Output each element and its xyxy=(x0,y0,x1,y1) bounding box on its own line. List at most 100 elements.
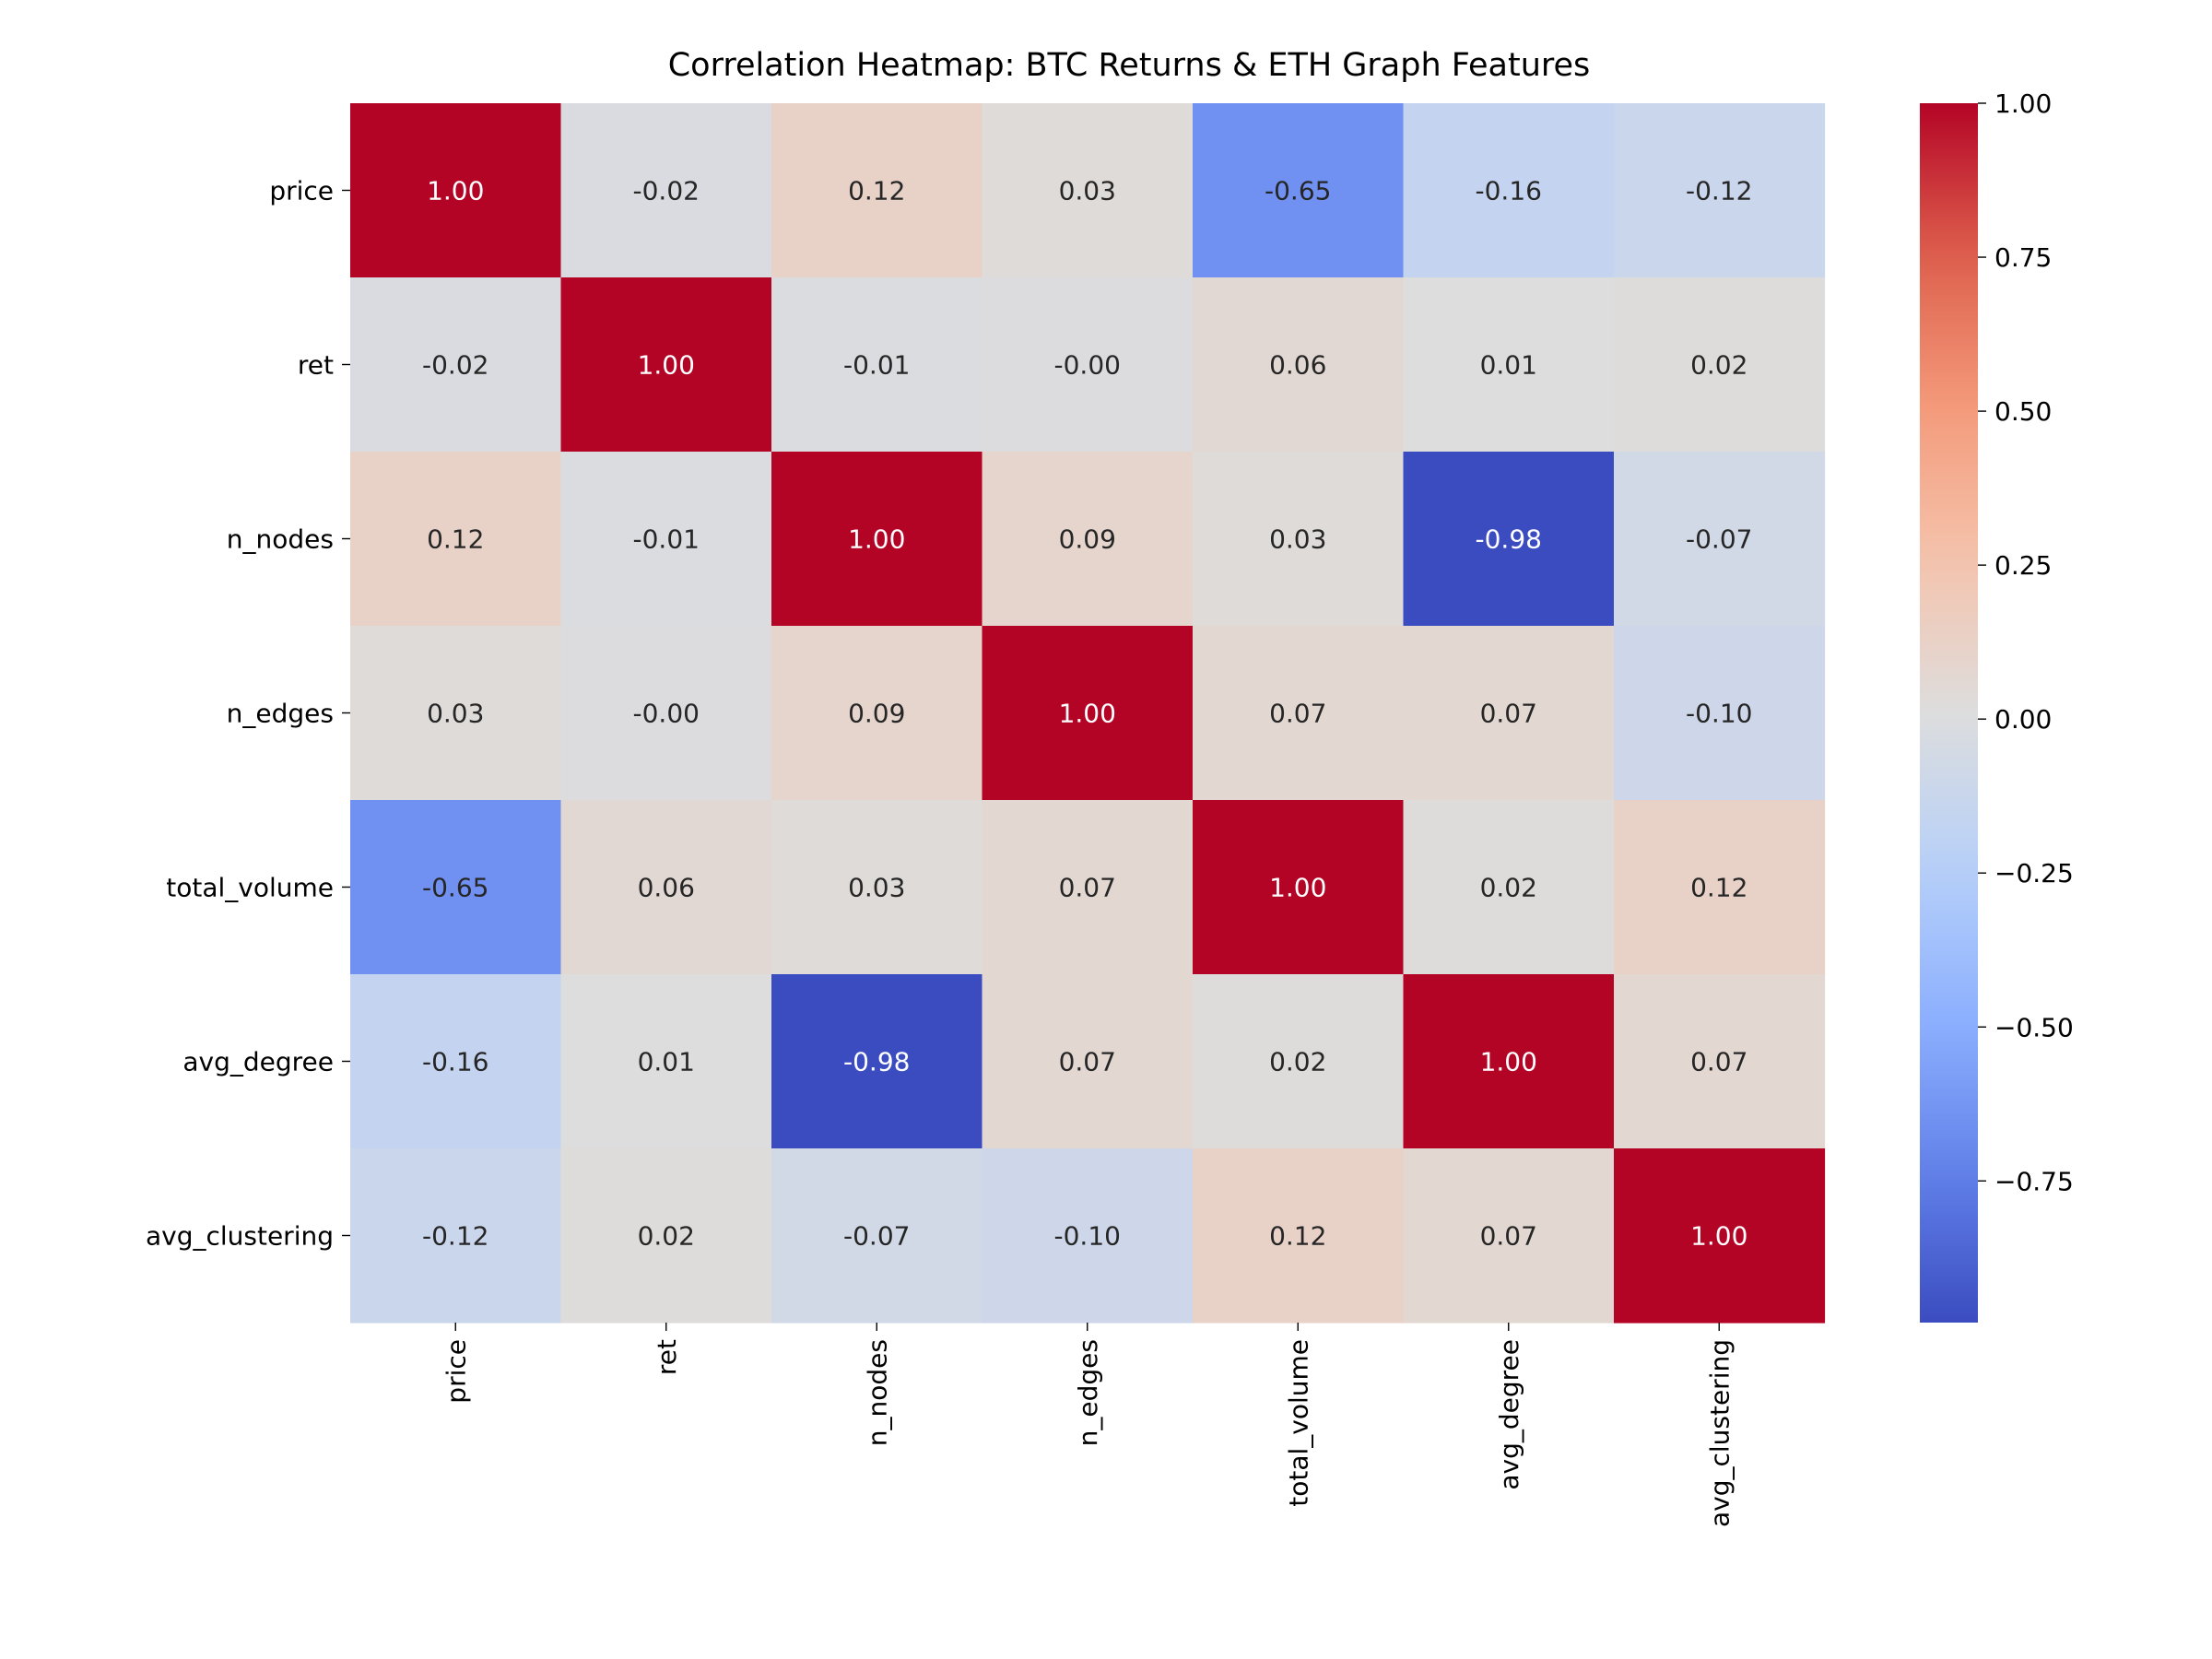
cell-value-label: 0.07 xyxy=(1480,699,1537,729)
cell-value-label: 0.12 xyxy=(1690,873,1747,903)
heatmap-cell xyxy=(350,452,562,627)
heatmap-cell xyxy=(1403,800,1615,975)
heatmap-cell xyxy=(982,452,1194,627)
cell-value-label: 0.09 xyxy=(848,699,905,729)
heatmap-cell xyxy=(1193,103,1405,278)
cell-value-label: -0.10 xyxy=(1054,1221,1121,1252)
cell-value-label: 1.00 xyxy=(1480,1047,1537,1077)
cell-value-label: 0.07 xyxy=(1059,1047,1116,1077)
heatmap-cell xyxy=(1193,1148,1405,1324)
cell-value-label: 0.09 xyxy=(1059,524,1116,555)
cell-value-label: -0.00 xyxy=(633,699,700,729)
cell-value-label: 0.03 xyxy=(427,699,484,729)
heatmap-cell xyxy=(1403,1148,1615,1324)
cell-value-label: -0.01 xyxy=(633,524,700,555)
cell-value-label: 0.07 xyxy=(1690,1047,1747,1077)
heatmap-cell xyxy=(982,1148,1194,1324)
cell-value-label: 1.00 xyxy=(1690,1221,1747,1252)
cell-value-label: -0.00 xyxy=(1054,350,1121,381)
colorbar-tick-label: 0.25 xyxy=(1994,550,2052,581)
cell-value-label: -0.16 xyxy=(1476,176,1542,206)
heatmap-cell xyxy=(560,277,772,453)
colorbar-gradient xyxy=(1920,103,1978,1323)
column-label: total_volume xyxy=(1283,1339,1313,1507)
cell-value-label: 0.02 xyxy=(1480,873,1537,903)
heatmap-cell xyxy=(771,800,983,975)
cell-value-label: -0.07 xyxy=(1686,524,1752,555)
heatmap-cell xyxy=(1193,626,1405,801)
heatmap-cell xyxy=(560,452,772,627)
row-label: ret xyxy=(298,350,334,381)
cell-value-label: -0.02 xyxy=(633,176,700,206)
heatmap-cell xyxy=(771,277,983,453)
cell-value-label: 0.02 xyxy=(1690,350,1747,381)
cell-value-label: 1.00 xyxy=(1269,873,1326,903)
cell-value-label: -0.07 xyxy=(843,1221,910,1252)
column-label: ret xyxy=(652,1339,682,1375)
column-label: n_nodes xyxy=(862,1339,892,1446)
heatmap-cell xyxy=(771,452,983,627)
heatmap-cell xyxy=(982,277,1194,453)
cell-value-label: 0.02 xyxy=(1269,1047,1326,1077)
row-label: n_edges xyxy=(227,699,334,729)
cell-value-label: -0.10 xyxy=(1686,699,1752,729)
heatmap-cell xyxy=(982,626,1194,801)
cell-value-label: 0.12 xyxy=(848,176,905,206)
cell-value-label: 0.07 xyxy=(1059,873,1116,903)
cell-value-label: -0.02 xyxy=(422,350,488,381)
heatmap-cell xyxy=(1193,974,1405,1149)
heatmap-cell xyxy=(350,103,562,278)
cell-value-label: 0.12 xyxy=(1269,1221,1326,1252)
heatmap-cell xyxy=(1403,452,1615,627)
heatmap-cell xyxy=(1614,974,1826,1149)
cell-value-label: -0.12 xyxy=(422,1221,488,1252)
cell-value-label: 0.01 xyxy=(638,1047,695,1077)
heatmap-cell xyxy=(350,1148,562,1324)
cell-value-label: 0.01 xyxy=(1480,350,1537,381)
chart-title: Correlation Heatmap: BTC Returns & ETH G… xyxy=(668,47,1591,84)
cell-value-label: -0.65 xyxy=(1265,176,1331,206)
cell-value-label: 0.06 xyxy=(638,873,695,903)
cell-value-label: 0.03 xyxy=(848,873,905,903)
cell-value-label: -0.12 xyxy=(1686,176,1752,206)
row-label: avg_degree xyxy=(182,1047,334,1077)
cell-value-label: 0.07 xyxy=(1269,699,1326,729)
heatmap-cell xyxy=(771,1148,983,1324)
cell-value-label: 1.00 xyxy=(638,350,695,381)
heatmap-cell xyxy=(771,626,983,801)
cell-value-label: 0.06 xyxy=(1269,350,1326,381)
heatmap-cell xyxy=(982,800,1194,975)
heatmap-cell xyxy=(1614,103,1826,278)
heatmap-cells: 1.00 -0.02 0.12 0.03 -0.65 -0.16 -0.12 -0.02 1.0… xyxy=(350,103,1826,1324)
cell-value-label: 1.00 xyxy=(848,524,905,555)
cell-value-label: -0.01 xyxy=(843,350,910,381)
column-label: avg_clustering xyxy=(1704,1339,1735,1527)
heatmap-cell xyxy=(1614,800,1826,975)
row-label: avg_clustering xyxy=(146,1221,334,1252)
heatmap-cell xyxy=(1403,103,1615,278)
heatmap-cell xyxy=(350,626,562,801)
heatmap-cell xyxy=(350,800,562,975)
column-labels: price ret n_nodes n_edges total_volume avg_de… xyxy=(441,1323,1735,1527)
row-label: price xyxy=(269,176,334,206)
cell-value-label: 0.03 xyxy=(1059,176,1116,206)
row-label: n_nodes xyxy=(227,524,334,555)
colorbar-tick-label: −0.25 xyxy=(1994,858,2074,888)
heatmap-cell xyxy=(560,800,772,975)
cell-value-label: -0.16 xyxy=(422,1047,488,1077)
heatmap-cell xyxy=(1193,800,1405,975)
colorbar-tick-label: −0.75 xyxy=(1994,1166,2074,1196)
heatmap-cell xyxy=(771,974,983,1149)
heatmap-cell xyxy=(1193,277,1405,453)
heatmap-cell xyxy=(1403,974,1615,1149)
heatmap-cell xyxy=(1614,626,1826,801)
cell-value-label: 1.00 xyxy=(1059,699,1116,729)
heatmap-cell xyxy=(560,1148,772,1324)
column-label: n_edges xyxy=(1073,1339,1103,1446)
colorbar-tick-label: −0.50 xyxy=(1994,1012,2074,1042)
heatmap-cell xyxy=(560,626,772,801)
cell-value-label: -0.65 xyxy=(422,873,488,903)
heatmap-cell xyxy=(1403,626,1615,801)
cell-value-label: 0.03 xyxy=(1269,524,1326,555)
